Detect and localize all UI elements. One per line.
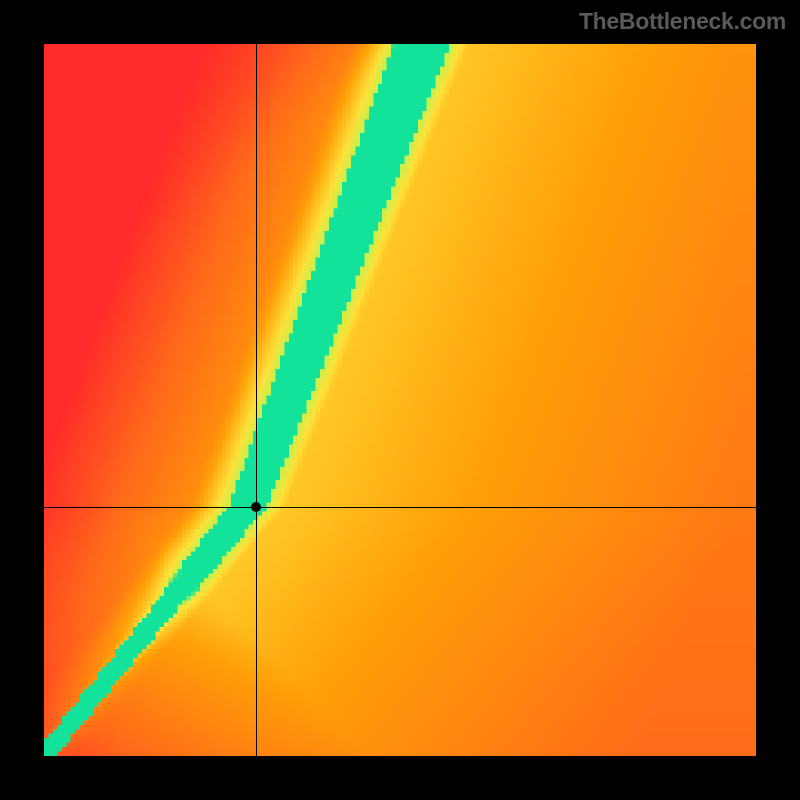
plot-area (44, 44, 756, 756)
crosshair-vertical (256, 44, 257, 756)
watermark-text: TheBottleneck.com (579, 8, 786, 35)
bottleneck-heatmap (44, 44, 756, 756)
marker-dot (251, 502, 261, 512)
crosshair-horizontal (44, 507, 756, 508)
